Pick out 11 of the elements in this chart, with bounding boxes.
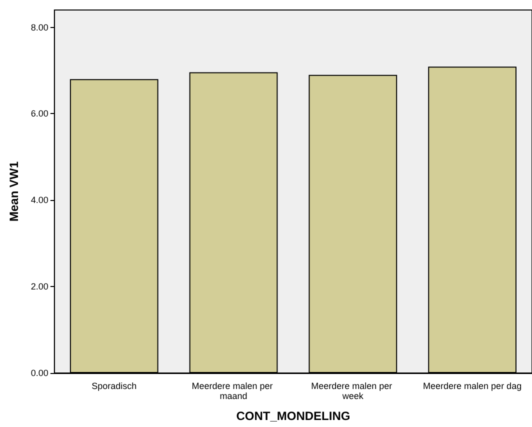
x-tick-label: Meerdere malen per maand (192, 381, 276, 401)
x-axis-title: CONT_MONDELING (236, 409, 350, 423)
x-tick-label: Meerdere malen per week (311, 381, 395, 401)
y-tick-label: 8.00 (30, 22, 48, 32)
y-tick-label: 4.00 (30, 195, 48, 206)
y-axis-title: Mean VW1 (7, 161, 21, 222)
y-tick-label: 0.00 (30, 368, 48, 378)
y-tick-label: 6.00 (30, 108, 48, 119)
x-tick-label: Sporadisch (92, 381, 137, 391)
x-tick-label: Meerdere malen per dag (423, 381, 522, 391)
y-tick-label: 2.00 (30, 282, 48, 292)
